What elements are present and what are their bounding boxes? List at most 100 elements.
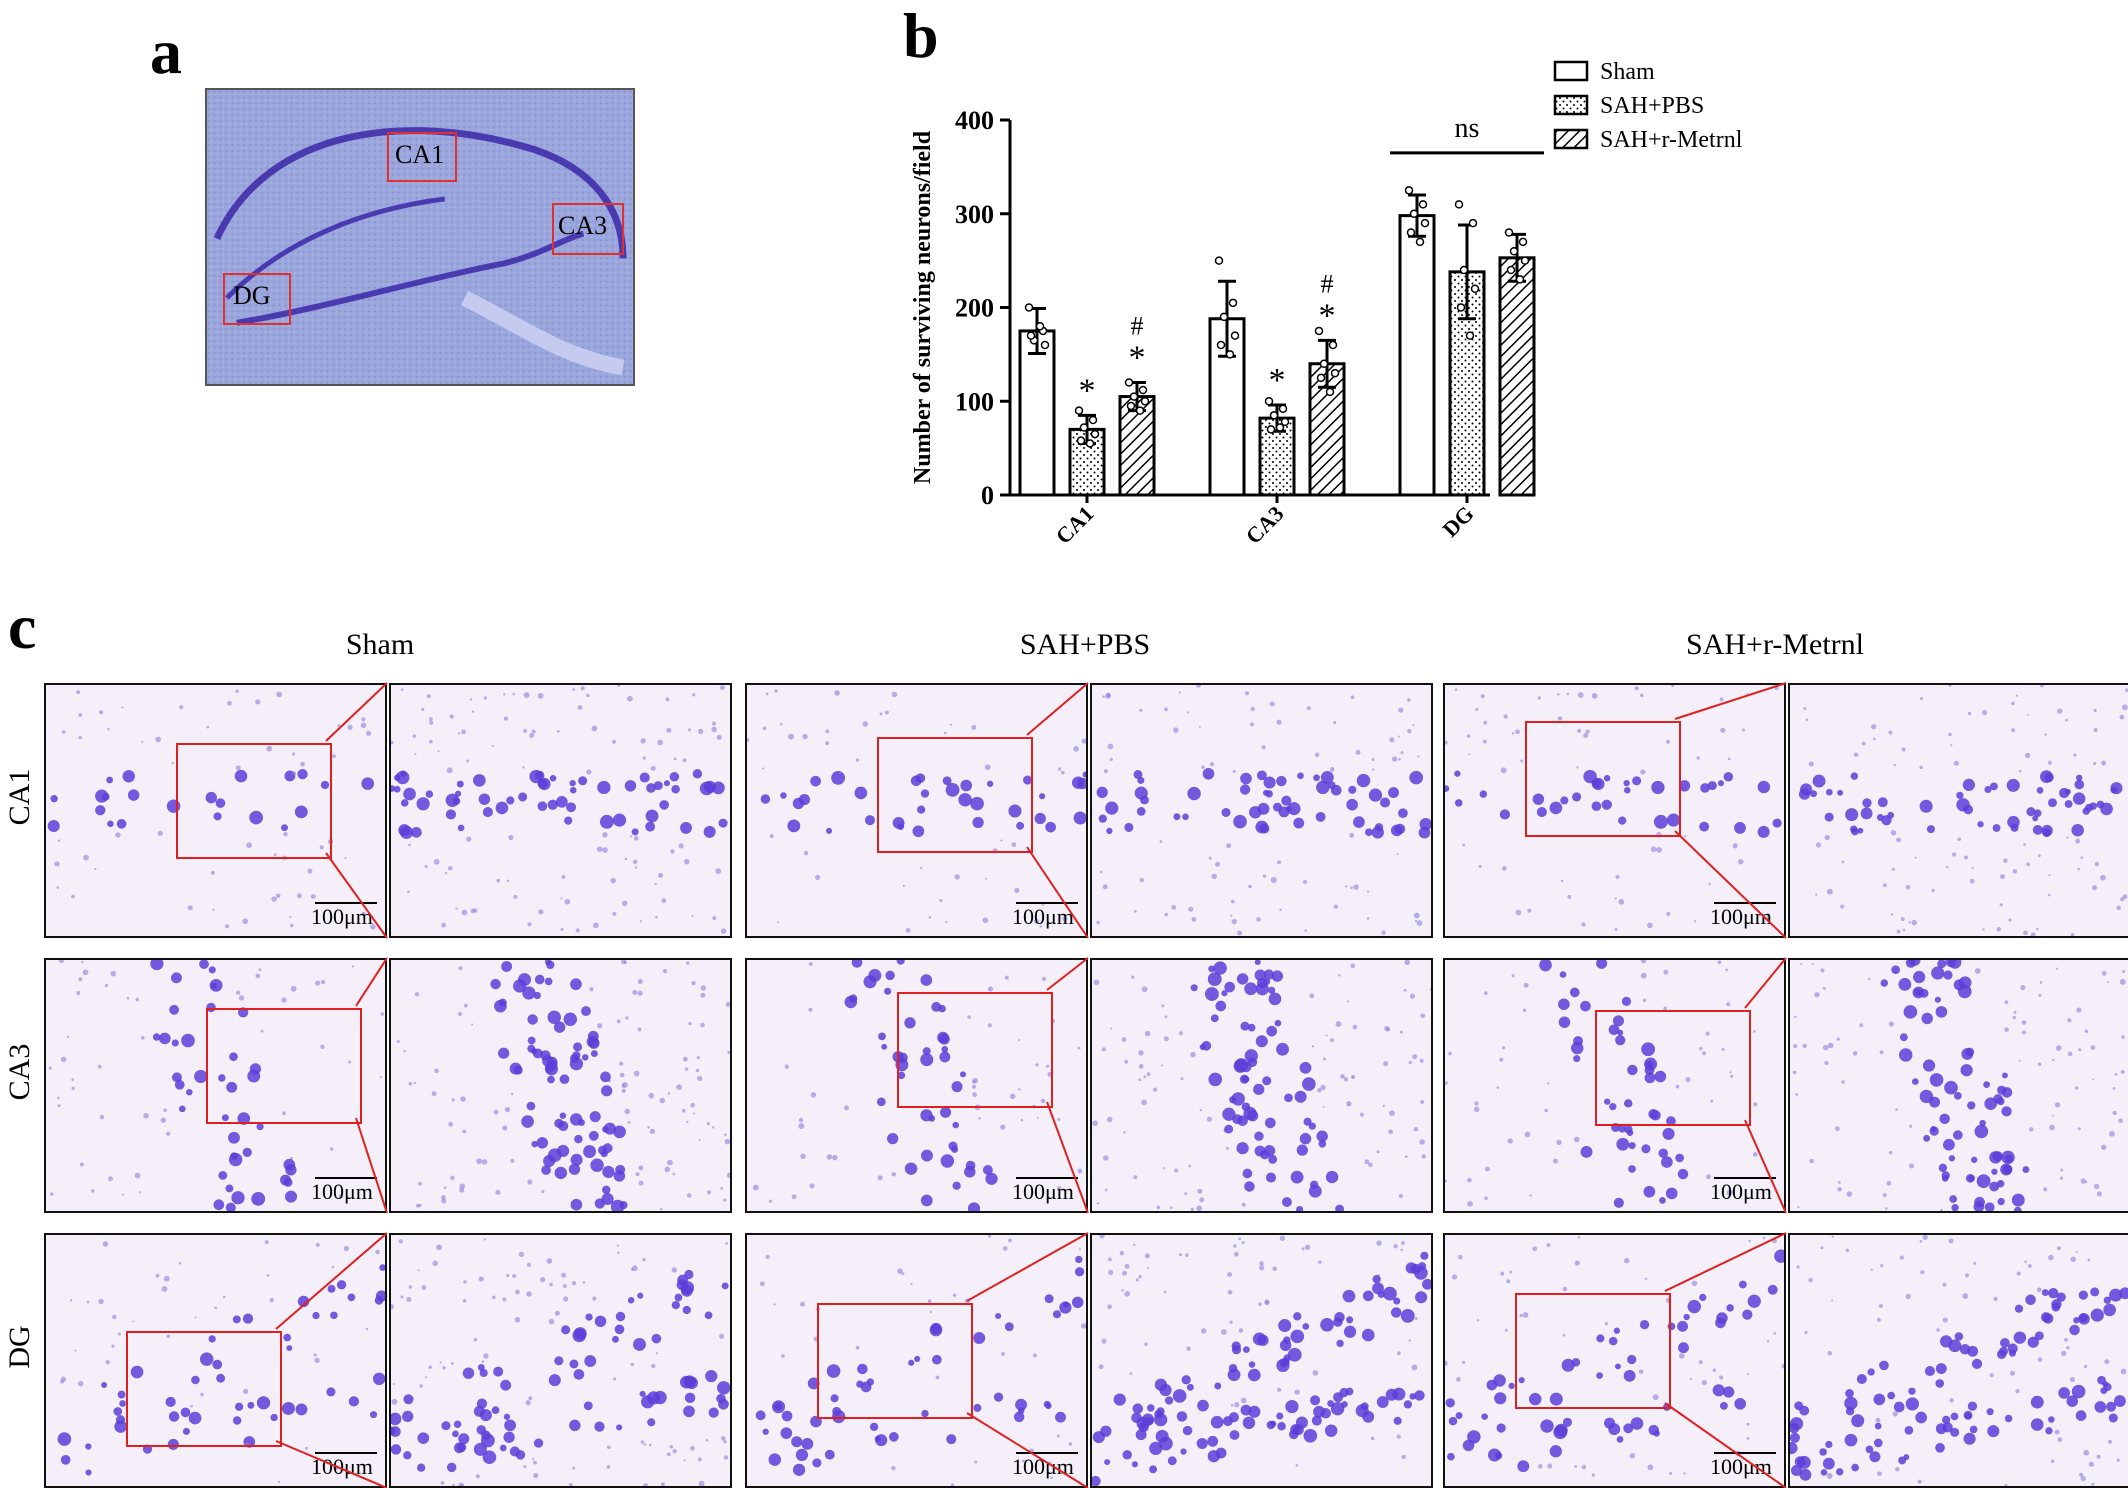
data-point — [1035, 322, 1045, 331]
data-point — [1088, 415, 1098, 425]
significance-mark: # — [1321, 269, 1334, 298]
scale-bar: 100μm — [1710, 902, 1776, 928]
data-point — [1280, 417, 1290, 427]
data-point — [1456, 303, 1466, 312]
data-point — [1409, 209, 1419, 218]
zoom-region-box — [877, 737, 1033, 853]
zoom-region-box — [126, 1331, 282, 1447]
data-point — [1040, 340, 1050, 350]
scale-bar-label: 100μm — [1012, 1179, 1074, 1204]
data-point — [1520, 256, 1530, 265]
y-axis-label: Number of surviving neurons/field — [910, 130, 936, 484]
zoom-region-box — [817, 1303, 973, 1419]
scale-bar: 100μm — [1710, 1177, 1776, 1203]
micrograph-dg-1-overview: 100μm — [745, 1233, 1088, 1488]
data-point — [1406, 228, 1416, 237]
legend-label: SAH+r-Metrnl — [1600, 127, 1743, 153]
legend-label: SAH+PBS — [1600, 93, 1704, 119]
bar — [1258, 416, 1296, 497]
data-point — [1129, 392, 1139, 401]
scale-bar-label: 100μm — [311, 1454, 373, 1479]
data-point — [1230, 331, 1240, 340]
row-label-dg: DG — [3, 1325, 36, 1369]
micrograph-ca1-1-zoom — [1090, 683, 1433, 938]
scale-bar-label: 100μm — [1012, 1454, 1074, 1479]
region-label-dg: DG — [233, 281, 271, 310]
panel-letter-b: b — [903, 0, 939, 71]
micrograph-ca3-1-zoom — [1090, 958, 1433, 1213]
scale-bar-label: 100μm — [1710, 904, 1772, 929]
data-point — [1415, 237, 1425, 247]
legend-swatch — [1553, 60, 1589, 82]
scale-bar-label: 100μm — [1710, 1454, 1772, 1479]
panel-letter-a: a — [150, 16, 182, 87]
micrograph-ca3-2-zoom — [1788, 958, 2128, 1213]
zoom-region-box — [176, 743, 332, 859]
data-point — [1314, 326, 1324, 336]
data-point — [1465, 331, 1475, 340]
micrograph-dg-0-zoom — [389, 1233, 732, 1488]
significance-mark: * — [1079, 372, 1096, 409]
zoom-region-box — [897, 992, 1053, 1108]
data-point — [1135, 406, 1145, 415]
row-label-ca3: CA3 — [3, 1043, 36, 1101]
zoom-region-box — [206, 1008, 362, 1124]
data-point — [1026, 331, 1036, 340]
data-point — [1085, 439, 1095, 448]
micrograph-dg-0-overview: 100μm — [44, 1233, 387, 1488]
data-point — [1504, 228, 1514, 237]
legend-swatch — [1553, 128, 1589, 150]
significance-mark: * — [1269, 362, 1286, 399]
data-point — [1319, 359, 1329, 368]
bar-chart: 0 100 200 300 400 Number of surviving neurons… — [910, 59, 1743, 549]
data-point — [1138, 385, 1148, 395]
data-point — [1090, 429, 1100, 439]
data-point — [1459, 265, 1469, 275]
y-tick-label: 100 — [955, 387, 994, 416]
data-point — [1269, 411, 1279, 420]
x-tick-label: DG — [1438, 501, 1479, 542]
data-point — [1225, 350, 1235, 359]
data-point — [1404, 186, 1414, 195]
scale-bar: 100μm — [311, 1177, 377, 1203]
column-title-sham: Sham — [345, 628, 415, 661]
y-tick-label: 200 — [955, 294, 994, 323]
micrograph-ca3-0-overview: 100μm — [44, 958, 387, 1213]
data-point — [1328, 340, 1338, 350]
region-box-ca3: CA3 — [552, 203, 624, 255]
region-box-ca1: CA1 — [387, 132, 457, 182]
micrograph-ca3-0-zoom — [389, 958, 732, 1213]
data-point — [1509, 247, 1519, 256]
scale-bar-label: 100μm — [311, 1179, 373, 1204]
row-label-ca1: CA1 — [3, 768, 36, 826]
micrograph-ca1-1-overview: 100μm — [745, 683, 1088, 938]
region-label-ca3: CA3 — [558, 211, 608, 240]
data-point — [1126, 401, 1136, 411]
region-label-ca1: CA1 — [395, 140, 445, 169]
data-point — [1074, 406, 1084, 415]
data-point — [1266, 425, 1276, 434]
data-point — [1470, 284, 1480, 293]
data-point — [1076, 436, 1086, 445]
bar — [1018, 329, 1056, 497]
data-point — [1214, 256, 1224, 265]
data-point — [1454, 200, 1464, 209]
scale-bar-label: 100μm — [1012, 904, 1074, 929]
legend-swatch — [1553, 94, 1589, 116]
micrograph-ca3-1-overview: 100μm — [745, 958, 1088, 1213]
scale-bar: 100μm — [1012, 1452, 1078, 1478]
column-title-sah-r-metrnl: SAH+r-Metrnl — [1686, 628, 1864, 661]
micrograph-ca1-0-zoom — [389, 683, 732, 938]
legend-label: Sham — [1600, 59, 1655, 85]
data-point — [1418, 200, 1428, 209]
data-point — [1228, 298, 1238, 308]
zoom-region-box — [1515, 1293, 1671, 1409]
micrograph-ca3-2-overview: 100μm — [1443, 958, 1786, 1213]
scale-bar-label: 100μm — [1710, 1179, 1772, 1204]
scale-bar: 100μm — [1710, 1452, 1776, 1478]
data-point — [1330, 368, 1340, 378]
micrograph-ca1-0-overview: 100μm — [44, 683, 387, 938]
data-point — [1278, 404, 1288, 413]
data-point — [1325, 387, 1335, 397]
micrograph-dg-2-zoom — [1788, 1233, 2128, 1488]
